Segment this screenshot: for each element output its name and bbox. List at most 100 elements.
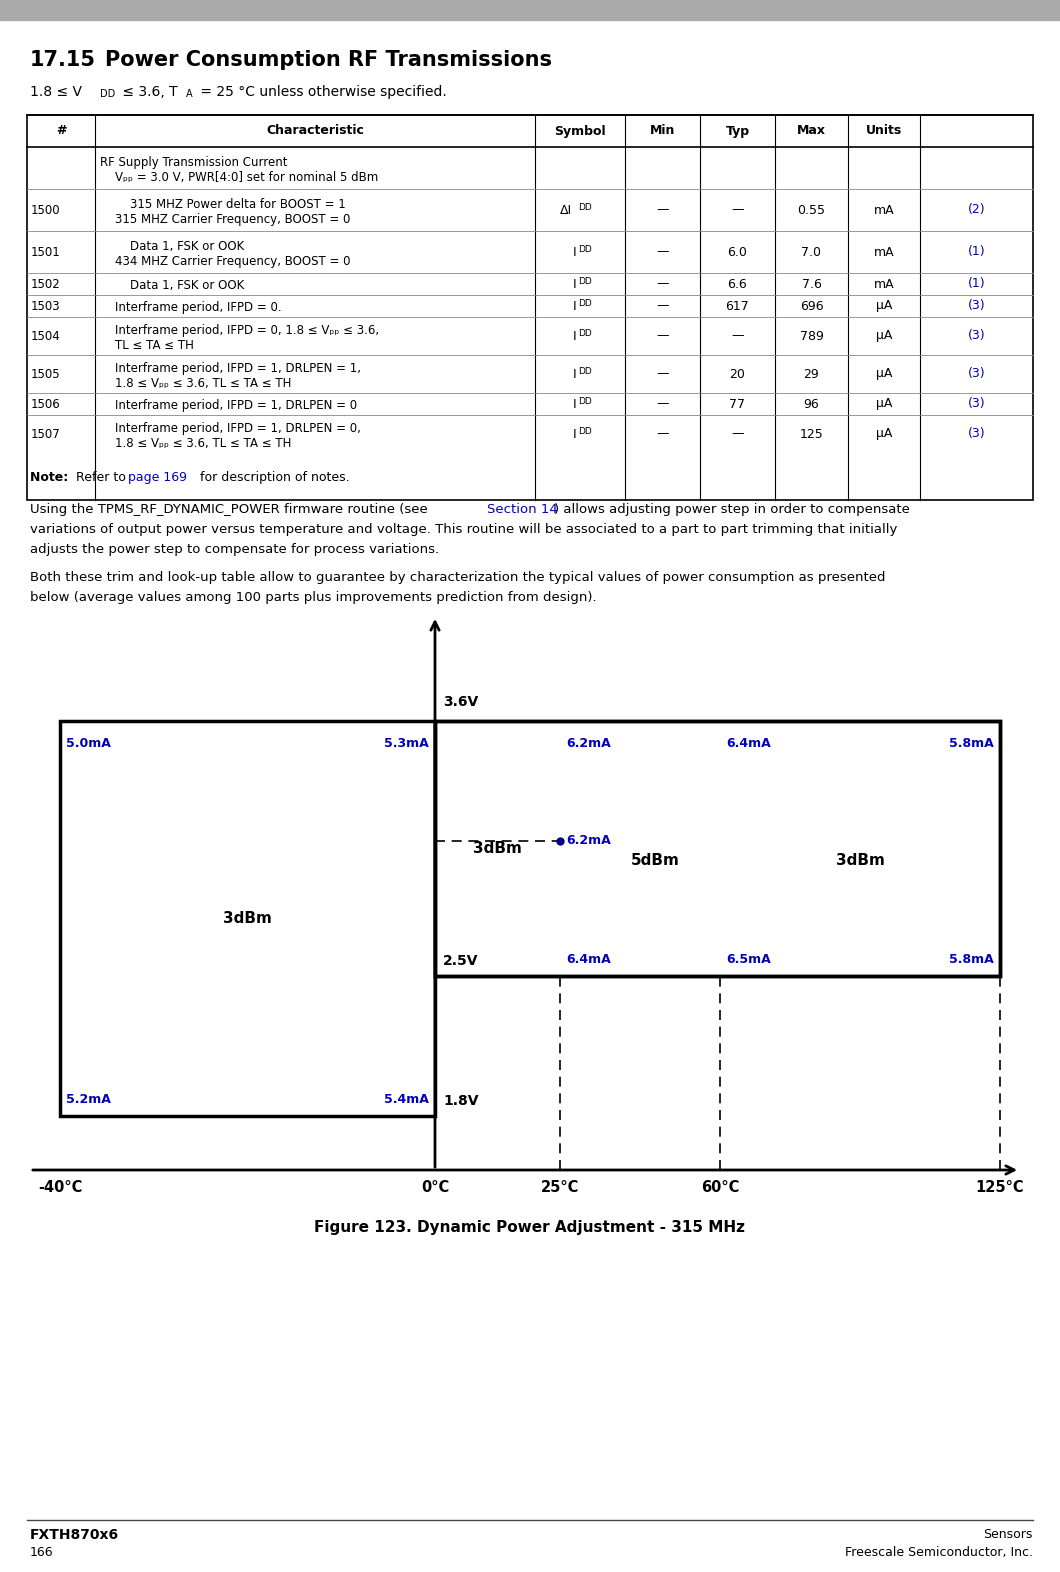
Text: 60°C: 60°C — [701, 1181, 739, 1195]
Text: 1506: 1506 — [31, 398, 60, 410]
Text: Vₚₚ = 3.0 V, PWR[4:0] set for nominal 5 dBm: Vₚₚ = 3.0 V, PWR[4:0] set for nominal 5 … — [100, 171, 378, 184]
Text: Power Consumption RF Transmissions: Power Consumption RF Transmissions — [105, 50, 552, 71]
Text: Data 1, FSK or OOK: Data 1, FSK or OOK — [100, 241, 244, 253]
Text: —: — — [656, 330, 669, 343]
Text: DD: DD — [578, 203, 591, 212]
Text: mA: mA — [873, 278, 895, 291]
Text: I: I — [572, 300, 576, 313]
Text: 5.2mA: 5.2mA — [66, 1093, 111, 1107]
Text: 1.8V: 1.8V — [443, 1094, 478, 1108]
Text: I: I — [572, 428, 576, 440]
Text: —: — — [656, 278, 669, 291]
Text: 434 MHZ Carrier Frequency, BOOST = 0: 434 MHZ Carrier Frequency, BOOST = 0 — [100, 255, 351, 267]
Text: Characteristic: Characteristic — [266, 124, 364, 137]
Text: DD: DD — [578, 426, 591, 435]
Text: (3): (3) — [968, 428, 986, 440]
Text: (3): (3) — [968, 398, 986, 410]
Text: 5dBm: 5dBm — [631, 854, 679, 868]
Text: 5.8mA: 5.8mA — [950, 953, 994, 967]
Text: μA: μA — [876, 368, 893, 380]
Text: page 169: page 169 — [128, 472, 187, 484]
Text: 6.2mA: 6.2mA — [566, 835, 611, 847]
Text: I: I — [572, 245, 576, 258]
Text: 25°C: 25°C — [541, 1181, 579, 1195]
Text: 5.0mA: 5.0mA — [66, 737, 111, 750]
Bar — [26, 115, 1034, 500]
Text: 7.0: 7.0 — [801, 245, 822, 258]
Bar — [435, 722, 1000, 976]
Text: —: — — [731, 203, 744, 217]
Text: Data 1, FSK or OOK: Data 1, FSK or OOK — [100, 280, 244, 292]
Text: 1500: 1500 — [31, 203, 60, 217]
Text: Interframe period, IFPD = 1, DRLPEN = 0,: Interframe period, IFPD = 1, DRLPEN = 0, — [100, 421, 360, 435]
Text: I: I — [572, 368, 576, 380]
Text: #: # — [56, 124, 66, 137]
Text: 3dBm: 3dBm — [473, 841, 522, 857]
Text: 5.3mA: 5.3mA — [384, 737, 429, 750]
Text: 1501: 1501 — [31, 245, 60, 258]
Text: —: — — [656, 203, 669, 217]
Text: Note:: Note: — [30, 472, 73, 484]
Bar — [560, 722, 720, 976]
Text: 5.8mA: 5.8mA — [950, 737, 994, 750]
Text: RF Supply Transmission Current: RF Supply Transmission Current — [100, 156, 287, 170]
Text: ) allows adjusting power step in order to compensate: ) allows adjusting power step in order t… — [554, 503, 909, 516]
Text: Figure 123. Dynamic Power Adjustment - 315 MHz: Figure 123. Dynamic Power Adjustment - 3… — [315, 1220, 745, 1236]
Text: 315 MHZ Power delta for BOOST = 1: 315 MHZ Power delta for BOOST = 1 — [100, 198, 346, 211]
Text: μA: μA — [876, 330, 893, 343]
Text: 6.4mA: 6.4mA — [566, 953, 611, 967]
Text: I: I — [572, 330, 576, 343]
Text: 6.6: 6.6 — [727, 278, 747, 291]
Text: Interframe period, IFPD = 0.: Interframe period, IFPD = 0. — [100, 302, 282, 314]
Text: adjusts the power step to compensate for process variations.: adjusts the power step to compensate for… — [30, 542, 439, 556]
Text: TL ≤ TA ≤ TH: TL ≤ TA ≤ TH — [100, 340, 194, 352]
Text: —: — — [656, 245, 669, 258]
Text: 0.55: 0.55 — [797, 203, 826, 217]
Text: mA: mA — [873, 203, 895, 217]
Text: 617: 617 — [726, 300, 749, 313]
Text: μA: μA — [876, 398, 893, 410]
Text: for description of notes.: for description of notes. — [196, 472, 350, 484]
Text: Units: Units — [866, 124, 902, 137]
Text: 1.8 ≤ V: 1.8 ≤ V — [30, 85, 82, 99]
Text: 3dBm: 3dBm — [223, 912, 272, 926]
Text: mA: mA — [873, 245, 895, 258]
Text: 1.8 ≤ Vₚₚ ≤ 3.6, TL ≤ TA ≤ TH: 1.8 ≤ Vₚₚ ≤ 3.6, TL ≤ TA ≤ TH — [100, 437, 292, 450]
Text: = 25 °C unless otherwise specified.: = 25 °C unless otherwise specified. — [196, 85, 446, 99]
Text: Both these trim and look-up table allow to guarantee by characterization the typ: Both these trim and look-up table allow … — [30, 571, 885, 585]
Text: DD: DD — [578, 396, 591, 406]
Text: 0°C: 0°C — [421, 1181, 449, 1195]
Text: —: — — [656, 428, 669, 440]
Text: 3.6V: 3.6V — [443, 695, 478, 709]
Text: 6.0: 6.0 — [727, 245, 747, 258]
Text: 1503: 1503 — [31, 300, 60, 313]
Text: 125: 125 — [799, 428, 824, 440]
Text: DD: DD — [578, 329, 591, 338]
Text: —: — — [656, 300, 669, 313]
Text: ΔI: ΔI — [560, 203, 572, 217]
Text: Section 14: Section 14 — [487, 503, 558, 516]
Text: 696: 696 — [799, 300, 824, 313]
Text: Symbol: Symbol — [554, 124, 606, 137]
Text: 20: 20 — [729, 368, 745, 380]
Text: 789: 789 — [799, 330, 824, 343]
Text: 1504: 1504 — [31, 330, 60, 343]
Text: (2): (2) — [968, 203, 986, 217]
Text: A: A — [186, 90, 193, 99]
Text: (1): (1) — [968, 245, 986, 258]
Text: Max: Max — [797, 124, 826, 137]
Text: 77: 77 — [729, 398, 745, 410]
Bar — [60, 722, 435, 1116]
Text: 166: 166 — [30, 1545, 54, 1559]
Text: Interframe period, IFPD = 0, 1.8 ≤ Vₚₚ ≤ 3.6,: Interframe period, IFPD = 0, 1.8 ≤ Vₚₚ ≤… — [100, 324, 379, 336]
Text: (3): (3) — [968, 330, 986, 343]
Text: —: — — [731, 428, 744, 440]
Text: 96: 96 — [803, 398, 819, 410]
Text: —: — — [656, 368, 669, 380]
Text: (3): (3) — [968, 300, 986, 313]
Text: FXTH870x6: FXTH870x6 — [30, 1528, 119, 1542]
Text: -40°C: -40°C — [38, 1181, 83, 1195]
Text: —: — — [656, 398, 669, 410]
Text: Interframe period, IFPD = 1, DRLPEN = 0: Interframe period, IFPD = 1, DRLPEN = 0 — [100, 399, 357, 412]
Text: 315 MHZ Carrier Frequency, BOOST = 0: 315 MHZ Carrier Frequency, BOOST = 0 — [100, 212, 351, 226]
